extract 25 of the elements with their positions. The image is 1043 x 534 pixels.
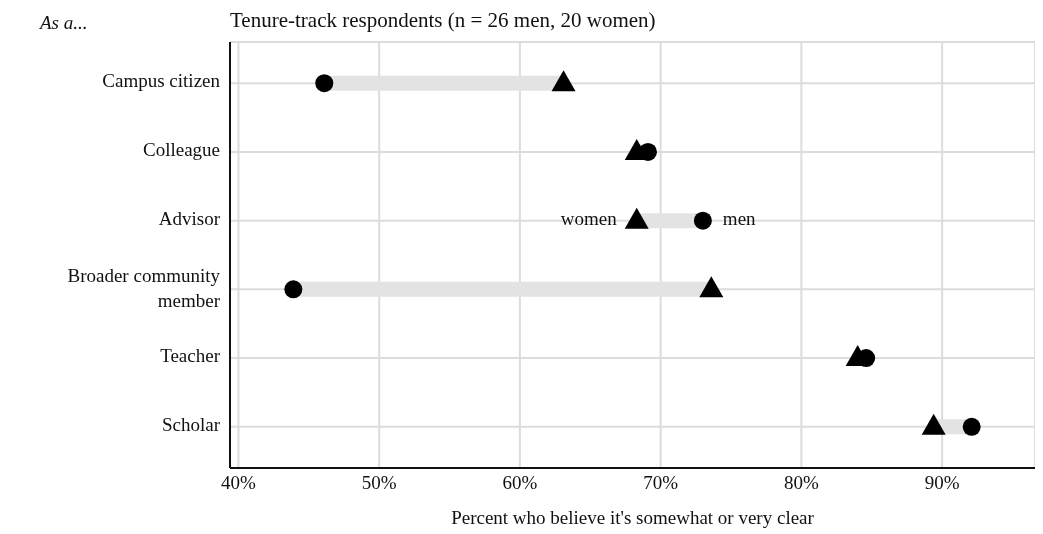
x-tick-label: 50% xyxy=(361,472,397,494)
point xyxy=(624,207,649,229)
y-tick-label: Colleague xyxy=(142,139,220,161)
y-tick-label: Campus citizen xyxy=(102,70,221,92)
x-tick-label: 40% xyxy=(221,472,257,494)
y-tick-label: Broader community member xyxy=(67,265,221,312)
y-tick-label: Teacher xyxy=(160,345,221,367)
point xyxy=(315,74,334,93)
x-tick-label: 90% xyxy=(924,472,960,494)
point xyxy=(284,280,303,299)
y-axis-title: As a... xyxy=(40,12,88,34)
point xyxy=(921,413,946,435)
chart-title: Tenure-track respondents (n = 26 men, 20 women) xyxy=(230,8,656,33)
point xyxy=(962,417,981,436)
x-tick-label: 80% xyxy=(783,472,819,494)
y-tick-label: Scholar xyxy=(161,414,221,436)
annotation: men xyxy=(722,208,757,229)
point xyxy=(551,70,576,92)
point xyxy=(693,211,712,230)
x-tick-label: 60% xyxy=(502,472,538,494)
y-tick-label: Advisor xyxy=(158,208,221,229)
annotation: women xyxy=(560,208,618,229)
x-axis-title: Percent who believe it's somewhat or very clear xyxy=(451,507,815,528)
x-tick-label: 70% xyxy=(643,472,679,494)
point xyxy=(699,276,724,298)
